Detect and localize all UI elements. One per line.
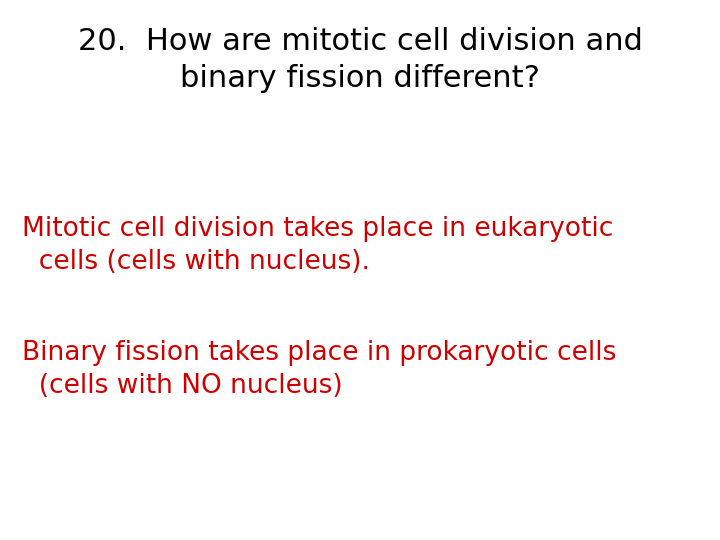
Text: 20.  How are mitotic cell division and
binary fission different?: 20. How are mitotic cell division and bi…	[78, 27, 642, 93]
Text: Mitotic cell division takes place in eukaryotic
  cells (cells with nucleus).: Mitotic cell division takes place in euk…	[22, 216, 613, 275]
Text: Binary fission takes place in prokaryotic cells
  (cells with NO nucleus): Binary fission takes place in prokaryoti…	[22, 340, 616, 399]
